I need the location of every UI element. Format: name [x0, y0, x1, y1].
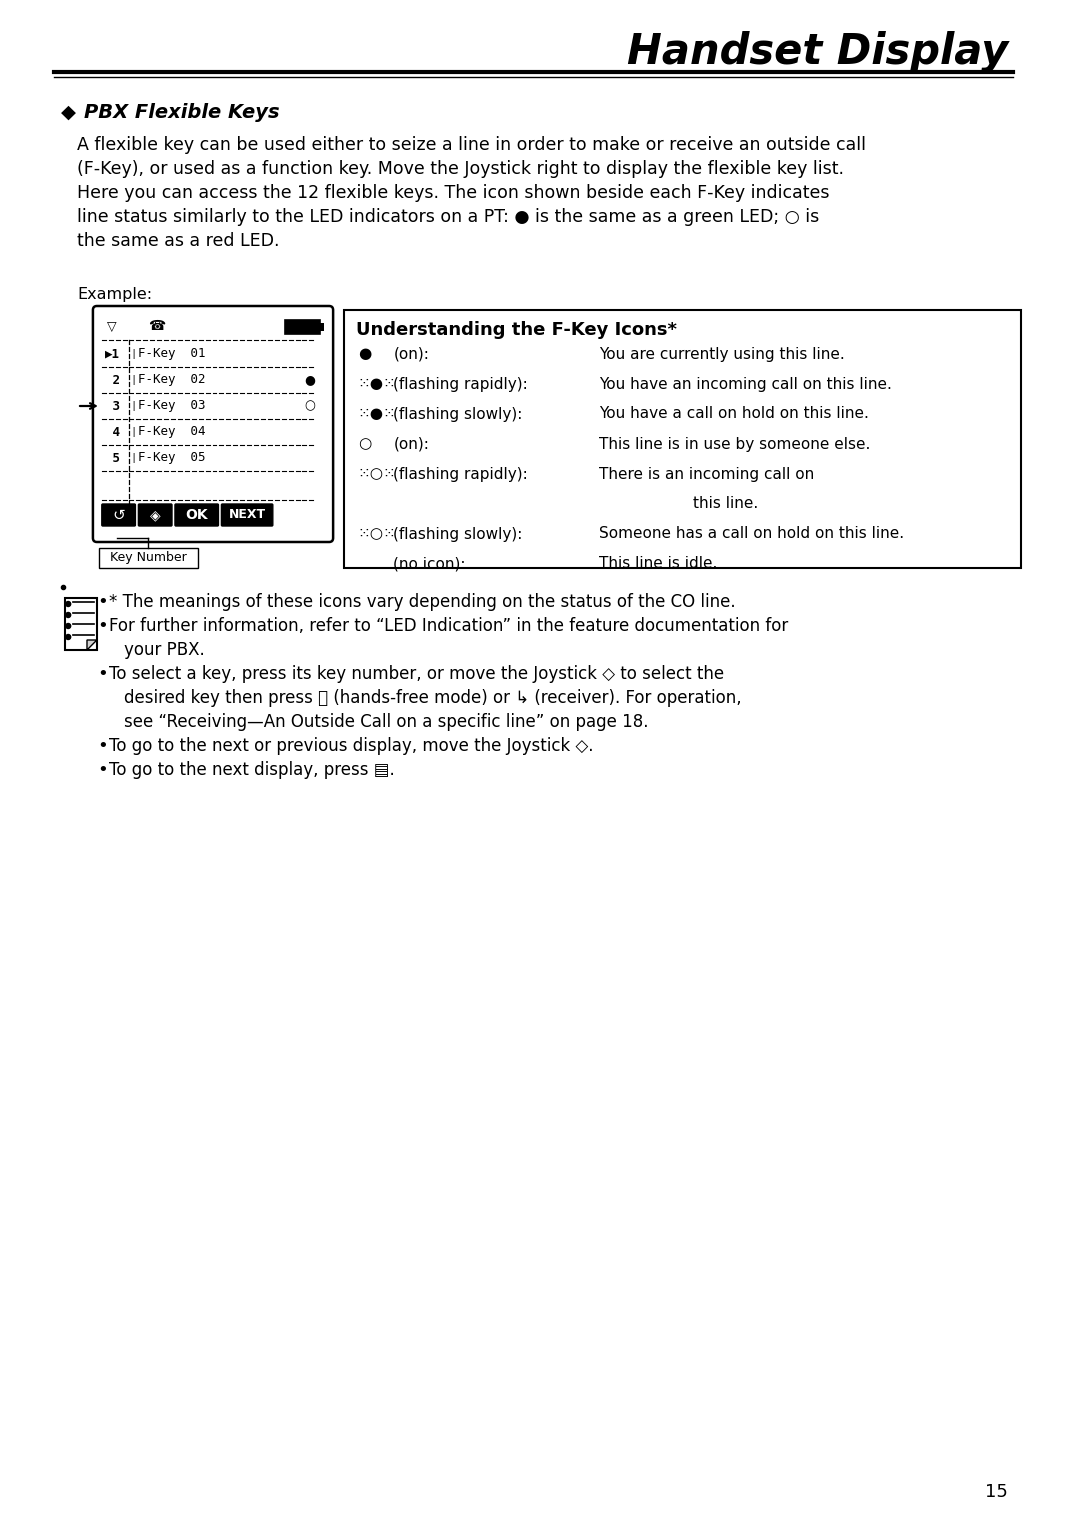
Text: ❘: ❘ — [130, 401, 137, 411]
Text: (flashing rapidly):: (flashing rapidly): — [393, 466, 528, 482]
Text: •: • — [97, 618, 108, 635]
Polygon shape — [87, 641, 97, 650]
Text: ●: ● — [357, 347, 372, 361]
FancyBboxPatch shape — [138, 505, 172, 526]
Text: ⁙○⁙: ⁙○⁙ — [357, 526, 396, 541]
Circle shape — [66, 601, 70, 607]
Circle shape — [66, 635, 70, 639]
Text: your PBX.: your PBX. — [123, 641, 204, 659]
Text: You are currently using this line.: You are currently using this line. — [599, 347, 845, 361]
Text: ●: ● — [305, 373, 315, 387]
Text: ❘: ❘ — [130, 375, 137, 385]
Text: ◆: ◆ — [62, 102, 77, 121]
Text: ○: ○ — [357, 436, 372, 451]
Text: You have a call on hold on this line.: You have a call on hold on this line. — [599, 407, 869, 422]
Text: see “Receiving—An Outside Call on a specific line” on page 18.: see “Receiving—An Outside Call on a spec… — [123, 713, 648, 731]
Text: (no icon):: (no icon): — [393, 557, 465, 572]
Text: F-Key  02: F-Key 02 — [138, 373, 206, 387]
Text: the same as a red LED.: the same as a red LED. — [77, 232, 280, 251]
Text: You have an incoming call on this line.: You have an incoming call on this line. — [599, 376, 892, 391]
Text: (on):: (on): — [393, 347, 429, 361]
FancyBboxPatch shape — [93, 306, 333, 541]
Text: this line.: this line. — [693, 497, 758, 512]
Text: F-Key  04: F-Key 04 — [138, 425, 206, 439]
Text: 5: 5 — [105, 451, 120, 465]
Text: 3: 3 — [105, 399, 120, 413]
FancyBboxPatch shape — [221, 505, 273, 526]
Text: ▶1: ▶1 — [105, 347, 120, 361]
Text: To go to the next or previous display, move the Joystick ◇.: To go to the next or previous display, m… — [109, 737, 593, 755]
Text: (F-Key), or used as a function key. Move the Joystick right to display the flexi: (F-Key), or used as a function key. Move… — [77, 161, 845, 177]
Text: Example:: Example: — [77, 287, 152, 303]
Text: •: • — [97, 665, 108, 683]
Text: ☎: ☎ — [148, 320, 165, 333]
Text: PBX Flexible Keys: PBX Flexible Keys — [84, 102, 280, 121]
Text: 4: 4 — [105, 425, 120, 439]
Bar — [285, 320, 321, 333]
Bar — [99, 547, 198, 567]
Text: (flashing slowly):: (flashing slowly): — [393, 407, 523, 422]
Text: This line is idle.: This line is idle. — [599, 557, 717, 572]
Text: OK: OK — [186, 508, 208, 521]
Text: ❘: ❘ — [130, 349, 137, 359]
Text: ◈: ◈ — [150, 508, 161, 521]
Text: This line is in use by someone else.: This line is in use by someone else. — [599, 436, 870, 451]
Text: To select a key, press its key number, or move the Joystick ◇ to select the: To select a key, press its key number, o… — [109, 665, 724, 683]
Text: (flashing slowly):: (flashing slowly): — [393, 526, 523, 541]
FancyBboxPatch shape — [65, 598, 97, 650]
Text: Key Number: Key Number — [110, 552, 187, 564]
Text: 15: 15 — [985, 1483, 1009, 1501]
Text: (on):: (on): — [393, 436, 429, 451]
Text: ○: ○ — [305, 399, 315, 413]
Text: F-Key  05: F-Key 05 — [138, 451, 206, 465]
Text: Someone has a call on hold on this line.: Someone has a call on hold on this line. — [599, 526, 904, 541]
Text: There is an incoming call on: There is an incoming call on — [599, 466, 814, 482]
Text: F-Key  03: F-Key 03 — [138, 399, 206, 413]
Text: •: • — [97, 593, 108, 612]
Text: (flashing rapidly):: (flashing rapidly): — [393, 376, 528, 391]
Text: line status similarly to the LED indicators on a PT: ● is the same as a green LE: line status similarly to the LED indicat… — [77, 208, 820, 226]
Bar — [345, 310, 1021, 567]
Text: Understanding the F-Key Icons*: Understanding the F-Key Icons* — [355, 321, 677, 339]
Text: ▽: ▽ — [107, 320, 117, 332]
Bar — [321, 323, 324, 330]
FancyBboxPatch shape — [102, 505, 135, 526]
Text: F-Key  01: F-Key 01 — [138, 347, 206, 361]
Circle shape — [66, 613, 70, 618]
Text: •: • — [97, 737, 108, 755]
Text: ❘: ❘ — [130, 453, 137, 463]
Text: For further information, refer to “LED Indication” in the feature documentation : For further information, refer to “LED I… — [109, 618, 788, 635]
Text: •: • — [97, 761, 108, 778]
Text: ⁙●⁙: ⁙●⁙ — [357, 376, 396, 391]
FancyBboxPatch shape — [175, 505, 218, 526]
Text: To go to the next display, press ▤.: To go to the next display, press ▤. — [109, 761, 394, 778]
Text: Handset Display: Handset Display — [627, 31, 1009, 73]
Text: Here you can access the 12 flexible keys. The icon shown beside each F-Key indic: Here you can access the 12 flexible keys… — [77, 183, 829, 202]
Text: 2: 2 — [105, 373, 120, 387]
Text: ❘: ❘ — [130, 427, 137, 437]
Text: NEXT: NEXT — [229, 509, 266, 521]
Text: desired key then press Ⓞ (hands-free mode) or ↳ (receiver). For operation,: desired key then press Ⓞ (hands-free mod… — [123, 690, 741, 706]
Text: ↺: ↺ — [112, 508, 125, 523]
Text: ⁙○⁙: ⁙○⁙ — [357, 466, 396, 482]
Text: A flexible key can be used either to seize a line in order to make or receive an: A flexible key can be used either to sei… — [77, 136, 866, 154]
Text: * The meanings of these icons vary depending on the status of the CO line.: * The meanings of these icons vary depen… — [109, 593, 735, 612]
Circle shape — [66, 624, 70, 628]
Text: ⁙●⁙: ⁙●⁙ — [357, 407, 396, 422]
